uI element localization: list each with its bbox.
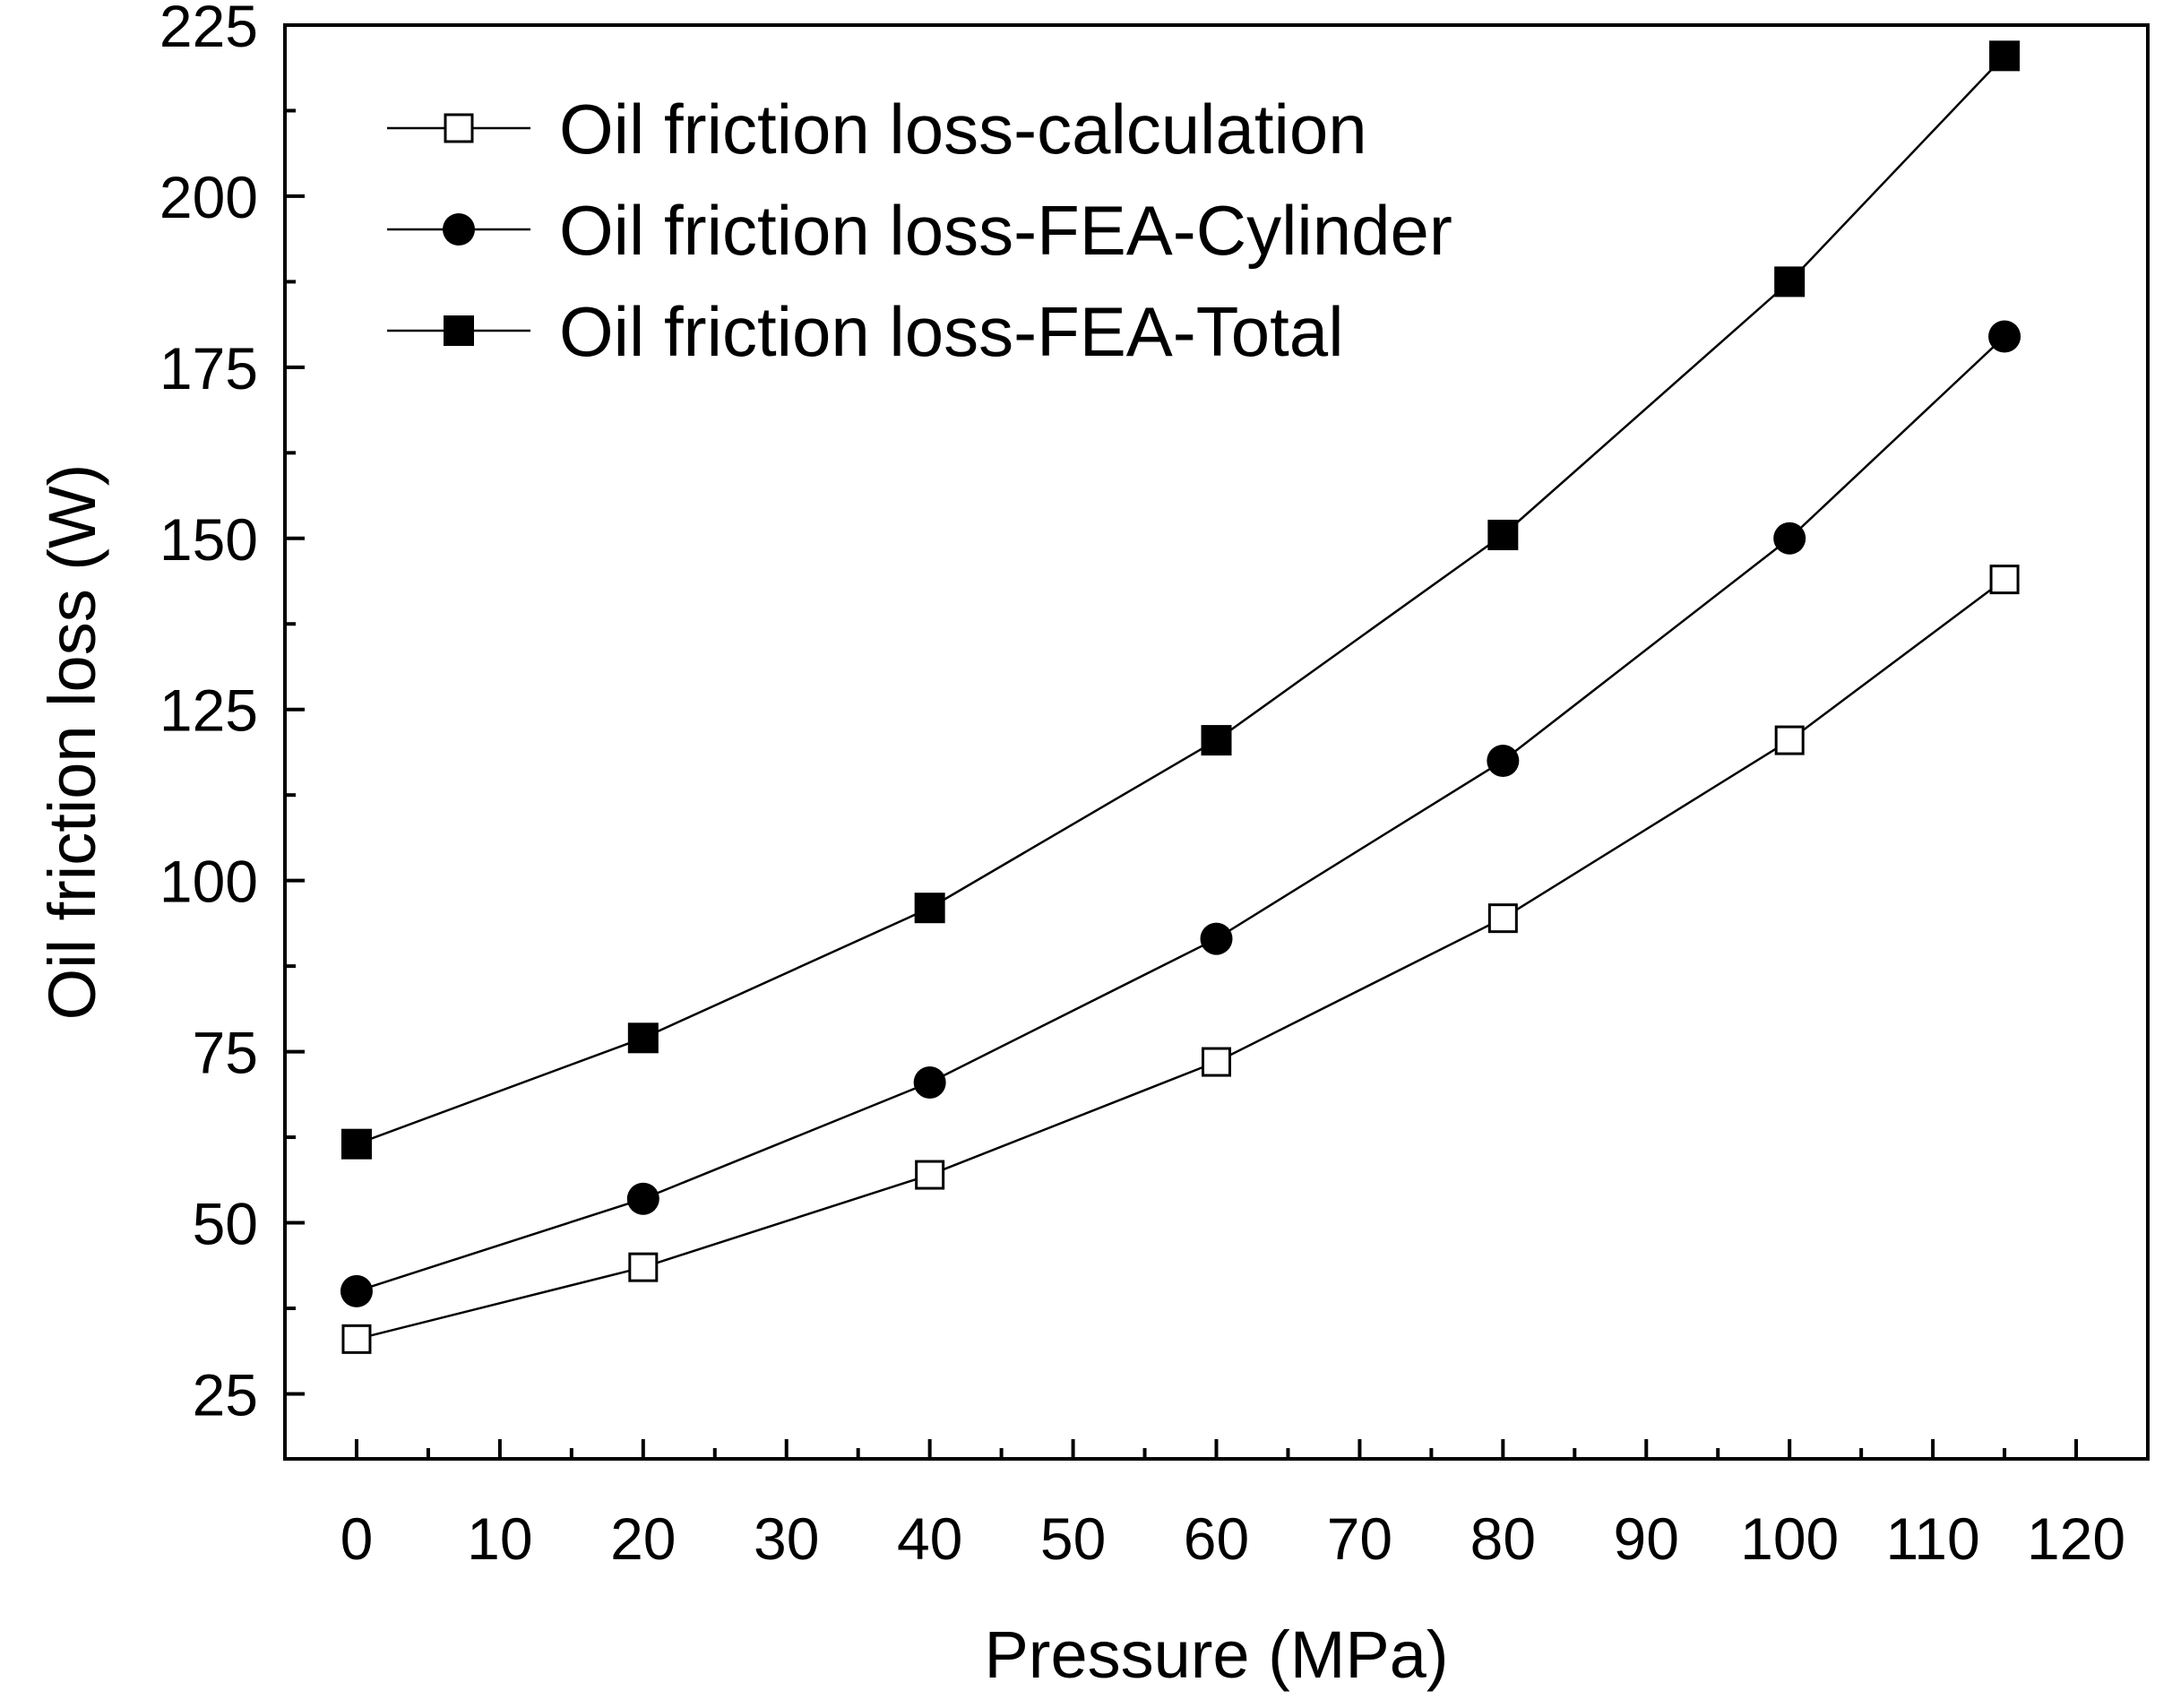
y-tick-label: 25: [193, 1361, 258, 1428]
legend: Oil friction loss-calculation Oil frictio…: [387, 90, 1452, 371]
y-tick-label: 175: [159, 335, 258, 401]
data-point: [627, 1022, 659, 1054]
data-point: [341, 1324, 372, 1354]
x-tick-label: 20: [610, 1505, 676, 1572]
x-tick-label: 60: [1184, 1505, 1249, 1572]
x-tick-label: 10: [467, 1505, 532, 1572]
data-point: [1202, 1047, 1231, 1077]
data-point: [1487, 519, 1519, 550]
data-point: [1988, 320, 2021, 353]
series-1: [341, 565, 2020, 1354]
y-tick-label: 225: [159, 0, 258, 59]
series-line: [356, 578, 2005, 1341]
legend-marker: [444, 113, 474, 143]
x-tick-label: 90: [1614, 1505, 1679, 1572]
data-point: [915, 1160, 945, 1190]
data-point: [1774, 725, 1805, 755]
data-point: [340, 1128, 372, 1160]
data-point: [1773, 522, 1806, 555]
data-point: [914, 893, 945, 924]
data-point: [1200, 922, 1233, 955]
y-tick-label: 150: [159, 506, 258, 573]
y-tick-label: 200: [159, 164, 258, 230]
series-layer: [340, 40, 2021, 1354]
legend-item-1: Oil friction loss-calculation: [387, 90, 1367, 168]
x-tick-label: 120: [2027, 1505, 2125, 1572]
data-point: [1487, 745, 1520, 778]
y-tick-label: 50: [193, 1191, 258, 1257]
x-tick-label: 0: [340, 1505, 374, 1572]
x-tick-label: 80: [1470, 1505, 1536, 1572]
y-tick-label: 100: [159, 849, 258, 915]
series-3: [340, 40, 2021, 1160]
data-point: [340, 1274, 373, 1307]
x-tick-label: 100: [1740, 1505, 1839, 1572]
data-point: [628, 1252, 659, 1282]
y-axis-title: Oil friction loss (W): [35, 464, 109, 1021]
x-tick-label: 30: [754, 1505, 819, 1572]
y-tick-label: 125: [159, 677, 258, 744]
x-tick-label: 50: [1040, 1505, 1106, 1572]
data-point: [1201, 725, 1232, 756]
data-point: [913, 1065, 946, 1099]
data-point: [1989, 565, 2020, 595]
legend-label: Oil friction loss-FEA-Cylinder: [559, 191, 1452, 270]
axis-ticks: 0 10 20 30 40 50 60 70 80 90 100 110 120 25 50 75 100 125…: [159, 0, 2125, 1572]
y-tick-label: 75: [193, 1020, 258, 1086]
series-2: [340, 320, 2021, 1307]
x-tick-label: 110: [1885, 1505, 1979, 1572]
x-tick-label: 70: [1327, 1505, 1392, 1572]
data-point: [1487, 903, 1518, 934]
data-point: [1774, 266, 1806, 298]
data-point: [626, 1182, 659, 1215]
x-tick-label: 40: [897, 1505, 962, 1572]
legend-item-2: Oil friction loss-FEA-Cylinder: [387, 191, 1452, 270]
series-line: [356, 335, 2005, 1293]
data-point: [1989, 40, 2021, 72]
x-axis-title: Pressure (MPa): [984, 1617, 1448, 1692]
legend-label: Oil friction loss-calculation: [559, 90, 1367, 168]
legend-marker: [443, 213, 475, 246]
legend-marker: [444, 315, 474, 346]
legend-item-3: Oil friction loss-FEA-Total: [387, 292, 1344, 371]
legend-label: Oil friction loss-FEA-Total: [559, 292, 1344, 371]
